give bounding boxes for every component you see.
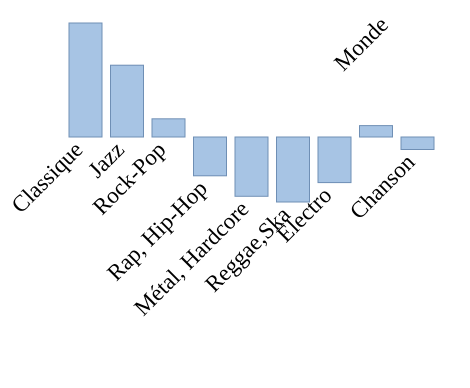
bar-electro [317, 136, 352, 184]
bar-m-tal-hardcore [234, 136, 269, 197]
category-label: Classique [7, 137, 88, 218]
bar-chanson [400, 136, 435, 150]
bar-group [68, 22, 435, 203]
bar-classique [68, 22, 103, 138]
bar-rock-pop [151, 118, 186, 138]
bar-monde [359, 125, 393, 138]
bar-rap-hip-hop [193, 136, 227, 177]
category-label: Chanson [345, 149, 420, 224]
bar-jazz [110, 64, 144, 138]
bar-reggae-ska [276, 136, 310, 203]
category-label: Monde [329, 12, 393, 76]
